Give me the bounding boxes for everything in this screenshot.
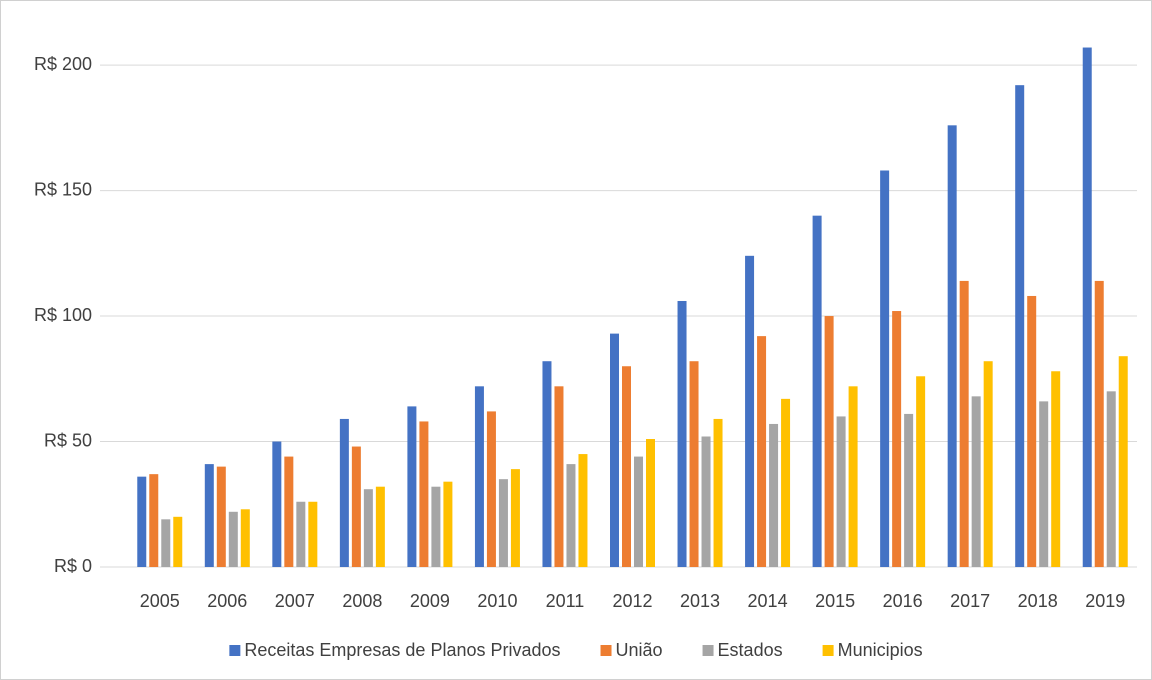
bar xyxy=(769,423,779,567)
bar xyxy=(745,255,755,568)
bar xyxy=(781,398,791,567)
legend-label: Municipios xyxy=(838,640,923,660)
y-tick-label: R$ 0 xyxy=(54,556,92,576)
bar xyxy=(204,464,214,567)
bar xyxy=(228,511,238,567)
bar xyxy=(959,280,969,567)
bar xyxy=(554,386,564,567)
x-tick-label: 2013 xyxy=(680,591,720,611)
bar xyxy=(474,386,484,567)
x-tick-label: 2007 xyxy=(275,591,315,611)
bar xyxy=(677,300,687,567)
bar xyxy=(757,336,767,567)
x-tick-label: 2017 xyxy=(950,591,990,611)
y-tick-label: R$ 150 xyxy=(34,179,92,199)
bar xyxy=(542,361,552,567)
bar xyxy=(296,501,306,567)
bar xyxy=(701,436,711,567)
bar xyxy=(1051,371,1061,567)
legend-swatch xyxy=(822,645,834,656)
bar xyxy=(689,361,699,567)
bar xyxy=(486,411,496,567)
bar xyxy=(947,125,957,568)
x-tick-label: 2008 xyxy=(342,591,382,611)
bar xyxy=(1094,280,1104,567)
bar xyxy=(510,469,520,567)
x-tick-label: 2010 xyxy=(477,591,517,611)
bar xyxy=(216,466,226,567)
bar xyxy=(566,464,576,567)
bar xyxy=(904,413,914,567)
y-tick-label: R$ 50 xyxy=(44,430,92,450)
bar xyxy=(824,316,834,567)
x-tick-label: 2009 xyxy=(410,591,450,611)
bar xyxy=(149,474,159,567)
x-tick-label: 2012 xyxy=(612,591,652,611)
bar xyxy=(498,479,508,567)
bar xyxy=(351,446,361,567)
bar xyxy=(971,396,981,567)
x-tick-label: 2016 xyxy=(883,591,923,611)
bar xyxy=(240,509,250,567)
x-tick-label: 2018 xyxy=(1018,591,1058,611)
bar xyxy=(1082,47,1092,568)
bar xyxy=(339,418,349,567)
bar xyxy=(983,361,993,567)
bar xyxy=(1118,356,1128,567)
bar xyxy=(161,519,171,567)
bar xyxy=(284,456,294,567)
bar xyxy=(137,476,147,567)
y-tick-label: R$ 100 xyxy=(34,305,92,325)
legend-label: Receitas Empresas de Planos Privados xyxy=(244,640,560,660)
bar xyxy=(916,376,926,567)
bar xyxy=(848,386,858,567)
bar xyxy=(272,441,282,567)
x-tick-label: 2006 xyxy=(207,591,247,611)
bar xyxy=(713,418,723,567)
bar xyxy=(419,421,429,567)
legend-swatch xyxy=(702,645,714,656)
legend-label: União xyxy=(616,640,663,660)
bar xyxy=(578,454,588,567)
bar xyxy=(880,170,890,567)
bar xyxy=(610,333,619,567)
bar xyxy=(1015,85,1025,568)
legend-swatch xyxy=(229,645,241,656)
x-tick-label: 2014 xyxy=(748,591,788,611)
bar xyxy=(443,481,453,567)
bar xyxy=(646,439,655,567)
x-tick-label: 2019 xyxy=(1085,591,1125,611)
legend-label: Estados xyxy=(718,640,783,660)
x-tick-label: 2005 xyxy=(140,591,180,611)
bar xyxy=(431,486,441,567)
bar xyxy=(812,215,822,567)
bar xyxy=(1039,401,1049,567)
bar xyxy=(308,501,318,567)
bar xyxy=(173,516,183,567)
bar xyxy=(622,366,631,567)
bar xyxy=(634,456,643,567)
bar xyxy=(1027,295,1037,567)
x-tick-label: 2011 xyxy=(546,591,585,611)
bar xyxy=(1106,391,1116,567)
y-tick-label: R$ 200 xyxy=(34,54,92,74)
legend-swatch xyxy=(600,645,612,656)
bar xyxy=(375,486,385,567)
bar xyxy=(363,489,373,567)
bar xyxy=(836,416,846,567)
x-tick-label: 2015 xyxy=(815,591,855,611)
bar xyxy=(892,311,902,567)
bar xyxy=(407,406,417,567)
